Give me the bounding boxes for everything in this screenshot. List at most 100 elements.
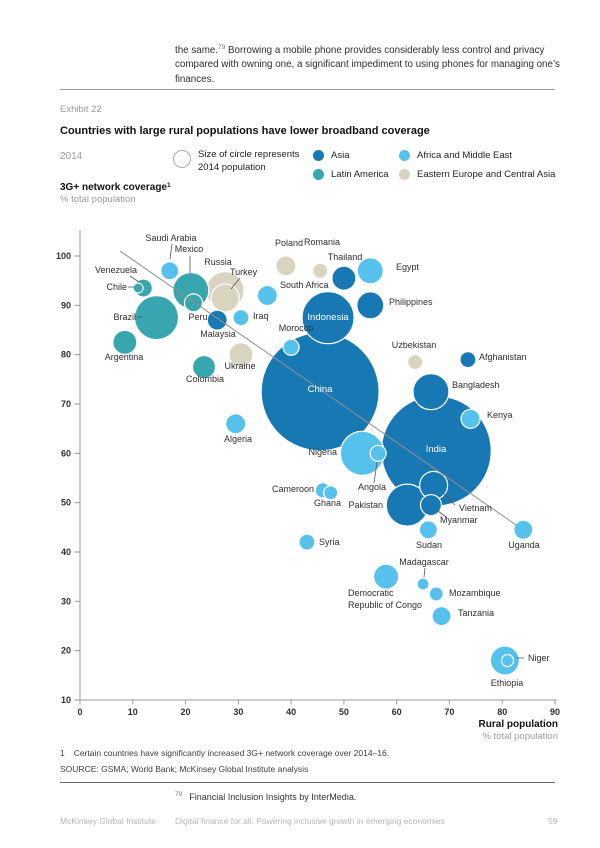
bottom-divider — [60, 782, 555, 783]
bubble-angola — [369, 444, 387, 462]
y-tick-label: 100 — [56, 251, 71, 261]
legend-label-africa-middle-east: Africa and Middle East — [417, 150, 513, 161]
bubble-label-argentina: Argentina — [105, 352, 144, 362]
bubble-label-poland: Poland — [275, 238, 303, 248]
bubble-label-chile: Chile — [106, 282, 127, 292]
exhibit-title: Countries with large rural populations h… — [60, 125, 430, 137]
bubble-label-turkey: Turkey — [230, 267, 258, 277]
page-footnote-text: Financial Inclusion Insights by InterMed… — [189, 792, 357, 802]
bubble-turkey — [210, 283, 240, 313]
x-tick-label: 0 — [77, 707, 82, 717]
footnote-ref-79: 79 — [218, 43, 226, 51]
bubble-label-colombia: Colombia — [186, 374, 224, 384]
top-divider — [60, 89, 555, 90]
footer-page-number: 59 — [548, 816, 558, 826]
bubble-label-china: China — [308, 384, 334, 395]
bubble-label-philippines: Philippines — [389, 297, 433, 307]
bubble-colombia — [191, 354, 217, 380]
bubble-ukraine — [228, 342, 254, 368]
leader-line-myanmar — [437, 510, 447, 518]
intro-text-pre: the same. — [175, 44, 219, 56]
legend-label-latin-america: Latin America — [331, 169, 389, 180]
bubble-syria — [298, 533, 316, 551]
x-tick-label: 20 — [181, 707, 191, 717]
footer-report-title: Digital finance for all: Powering inclus… — [175, 816, 445, 826]
y-axis-subtitle: % total population — [60, 194, 136, 205]
y-tick-label: 60 — [61, 448, 71, 458]
bubble-indonesia — [301, 291, 355, 345]
bubble-label-angola: Angola — [358, 482, 386, 492]
bubble-romania — [312, 262, 329, 279]
bubble-label-algeria: Algeria — [224, 434, 252, 444]
legend-label-eastern-europe: Eastern Europe and Central Asia — [417, 169, 556, 180]
bubble-egypt — [356, 257, 384, 285]
bubble-tanzania — [431, 606, 452, 627]
bubble-iraq — [232, 309, 250, 327]
bubble-label-malaysia: Malaysia — [200, 329, 236, 339]
bubble-sudan — [418, 520, 438, 540]
page-footnote-number: 79 — [175, 791, 183, 798]
bubble-algeria — [225, 413, 247, 435]
size-legend: Size of circle represents 2014 populatio… — [173, 149, 299, 174]
bubble-label-democratic-republic-of-congo: Democratic — [348, 588, 394, 598]
legend-dot-eastern-europe-icon — [399, 169, 410, 180]
bubble-label-saudi-arabia: Saudi Arabia — [145, 233, 196, 243]
footnote-text: Certain countries have significantly inc… — [73, 748, 390, 758]
bubble-niger — [500, 653, 515, 668]
bubble-label-mexico: Mexico — [175, 244, 204, 254]
leader-line-angola — [373, 461, 378, 484]
x-tick-label: 30 — [233, 707, 243, 717]
legend-label-asia: Asia — [331, 150, 350, 161]
bubble-label-indonesia: Indonesia — [307, 312, 349, 323]
bubble-label-kenya: Kenya — [487, 410, 513, 420]
bubble-south-africa — [256, 284, 278, 307]
x-axis-title-block: Rural population % total population — [380, 719, 558, 742]
x-tick-label: 60 — [392, 707, 402, 717]
y-axis-footnote-ref: 1 — [167, 182, 171, 189]
x-axis-subtitle: % total population — [482, 731, 558, 742]
bubble-madagascar — [416, 577, 430, 591]
size-legend-line2: 2014 population — [198, 161, 266, 173]
leader-line-madagascar — [423, 567, 426, 578]
bubble-argentina — [112, 329, 138, 355]
x-tick-label: 40 — [286, 707, 296, 717]
y-axis-title-block: 3G+ network coverage1 % total population — [60, 182, 171, 205]
y-tick-label: 70 — [61, 399, 71, 409]
chart-footnote: 1 Certain countries have significantly i… — [60, 748, 389, 758]
legend-item-latin-america: Latin America — [313, 169, 389, 180]
bubble-label-egypt: Egypt — [396, 262, 420, 272]
x-tick-label: 50 — [339, 707, 349, 717]
y-tick-label: 90 — [61, 300, 71, 310]
footer-institute: McKinsey Global Institute — [60, 816, 156, 826]
bubble-chile — [132, 282, 144, 294]
bubble-peru — [183, 293, 204, 313]
leader-line-venezuela — [129, 275, 140, 283]
bubble-uzbekistan — [407, 353, 424, 371]
legend-item-eastern-europe: Eastern Europe and Central Asia — [399, 169, 555, 180]
bubble-label-venezuela: Venezuela — [95, 265, 137, 275]
y-tick-label: 30 — [61, 596, 71, 606]
bubble-label-cameroon: Cameroon — [272, 484, 314, 494]
x-tick-label: 80 — [497, 707, 507, 717]
bubble-label-bangladesh: Bangladesh — [452, 380, 500, 390]
leader-line-turkey — [230, 277, 241, 290]
bubble-mozambique — [428, 586, 444, 602]
bubble-label-iraq: Iraq — [253, 311, 269, 321]
bubble-label-thailand: Thailand — [328, 252, 363, 262]
legend-dot-latin-america-icon — [313, 169, 324, 180]
bubble-label-ghana: Ghana — [314, 498, 341, 508]
bubble-label-russia: Russia — [204, 257, 232, 267]
intro-text-post: Borrowing a mobile phone provides consid… — [175, 44, 560, 85]
page-footnote: 79 Financial Inclusion Insights by InterM… — [175, 791, 356, 802]
y-axis-title: 3G+ network coverage1 — [60, 182, 171, 193]
bubble-myanmar — [419, 494, 443, 517]
y-tick-label: 40 — [61, 547, 71, 557]
bubble-label-ukraine: Ukraine — [224, 361, 255, 371]
bubble-label-democratic-republic-of-congo: Republic of Congo — [348, 600, 422, 610]
bubble-label-syria: Syria — [319, 537, 340, 547]
bubble-label-niger: Niger — [528, 653, 550, 663]
bubble-uganda — [513, 519, 534, 540]
bubble-brazil — [133, 295, 180, 341]
bubble-label-tanzania: Tanzania — [458, 608, 494, 618]
